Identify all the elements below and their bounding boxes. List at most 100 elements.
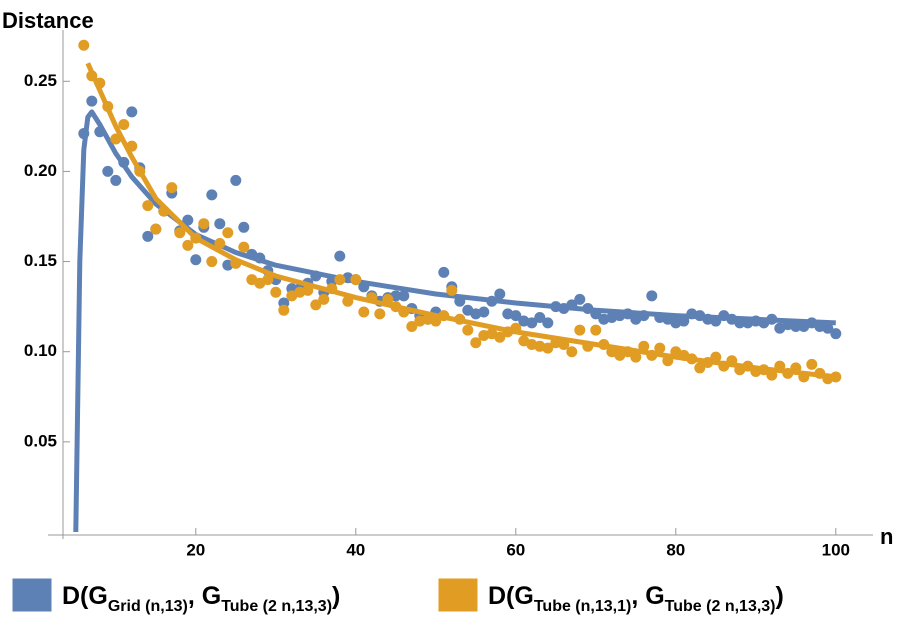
point [270, 286, 282, 298]
point [806, 358, 818, 370]
point [638, 310, 650, 322]
point [726, 355, 738, 367]
point [406, 320, 418, 332]
point [734, 317, 746, 329]
point [798, 371, 810, 383]
point [310, 299, 322, 311]
point [438, 266, 450, 278]
point [694, 362, 706, 374]
legend-swatch [437, 577, 479, 613]
point [230, 174, 242, 186]
point [542, 342, 554, 354]
point [342, 295, 354, 307]
point [390, 301, 402, 313]
point [590, 308, 602, 320]
point [710, 351, 722, 363]
point [86, 70, 98, 82]
point [478, 306, 490, 318]
point [598, 338, 610, 350]
point [190, 254, 202, 266]
point [718, 360, 730, 372]
point [542, 317, 554, 329]
plot-area [73, 39, 842, 533]
point [94, 126, 106, 138]
legend-label: D(GGrid (n,13), GTube (2 n,13,3)) [62, 582, 340, 615]
point [454, 313, 466, 325]
point [358, 281, 370, 293]
point [446, 284, 458, 296]
point [182, 239, 194, 251]
point [814, 367, 826, 379]
point [766, 369, 778, 381]
point [126, 106, 138, 118]
point [358, 306, 370, 318]
point [398, 306, 410, 318]
point [566, 346, 578, 358]
point [790, 362, 802, 374]
legend-label-part: Grid (n,13) [108, 598, 188, 615]
point [574, 324, 586, 336]
point [158, 205, 170, 217]
point [190, 232, 202, 244]
point [182, 214, 194, 226]
point [198, 218, 210, 230]
point [318, 293, 330, 305]
point [102, 165, 114, 177]
point [790, 320, 802, 332]
point [334, 274, 346, 286]
legend-label-part: D(G [488, 582, 534, 610]
point [742, 360, 754, 372]
point [230, 257, 242, 269]
point [214, 218, 226, 230]
legend-label-part: , G [631, 582, 664, 610]
point [110, 133, 122, 145]
point [334, 250, 346, 262]
point [398, 290, 410, 302]
point [678, 315, 690, 327]
point [438, 310, 450, 322]
point [278, 304, 290, 316]
legend-label-part: Tube (2 n,13,3) [665, 598, 776, 615]
point [86, 95, 98, 107]
point [462, 324, 474, 336]
x-tick-label: 100 [822, 540, 850, 559]
point [454, 295, 466, 307]
legend-label-part: , G [188, 582, 221, 610]
point [310, 270, 322, 282]
point [262, 274, 274, 286]
point [166, 182, 178, 194]
point [582, 302, 594, 314]
point [254, 252, 266, 264]
point [142, 200, 154, 212]
point [822, 322, 834, 334]
point [510, 310, 522, 322]
point [430, 315, 442, 327]
x-tick-label: 60 [506, 540, 525, 559]
legend-swatch [11, 577, 53, 613]
point [134, 165, 146, 177]
point [174, 227, 186, 239]
point [470, 337, 482, 349]
point [238, 221, 250, 233]
point [758, 364, 770, 376]
x-tick-label: 20 [186, 540, 205, 559]
point [510, 322, 522, 334]
point [622, 308, 634, 320]
point [646, 349, 658, 361]
point [638, 340, 650, 352]
point [526, 317, 538, 329]
y-tick-label: 0.05 [24, 431, 57, 450]
point [78, 39, 90, 51]
y-tick-label: 0.20 [24, 161, 57, 180]
y-tick-label: 0.25 [24, 71, 57, 90]
legend-label-part: Tube (2 n,13,3) [221, 598, 332, 615]
point [590, 324, 602, 336]
point [214, 238, 226, 250]
point [574, 293, 586, 305]
point [350, 274, 362, 286]
point [774, 360, 786, 372]
point [118, 119, 130, 131]
point [630, 351, 642, 363]
legend-label-part: D(G [62, 582, 108, 610]
